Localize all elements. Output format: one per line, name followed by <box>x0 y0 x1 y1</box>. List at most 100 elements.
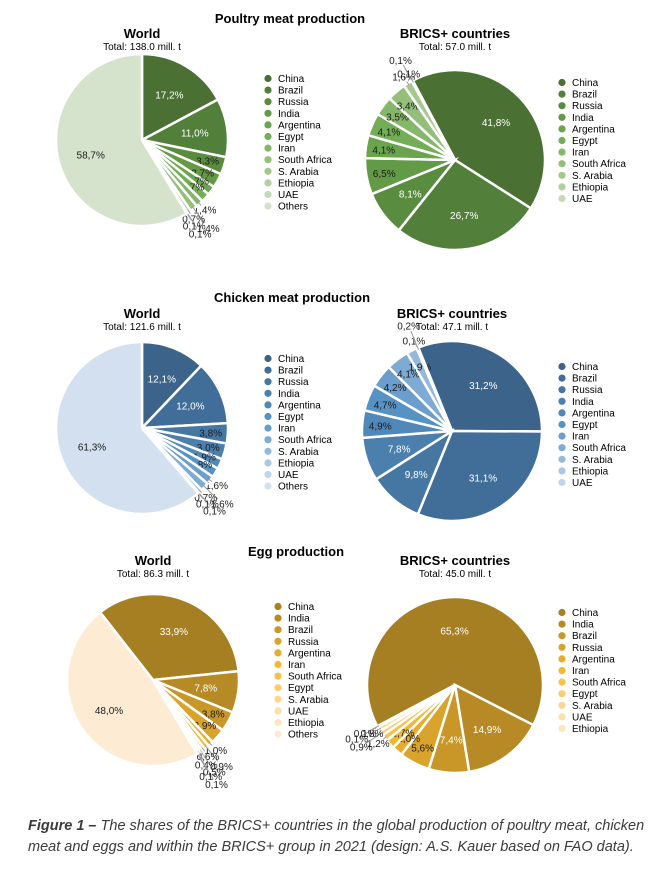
leader-line <box>196 751 214 780</box>
legend-entry: UAE <box>278 470 299 481</box>
slice-label: 58,7% <box>77 150 105 161</box>
legend-entry: Iran <box>278 424 295 435</box>
legend-marker <box>274 707 282 715</box>
leader-line <box>208 478 213 482</box>
slice-label: 1,7% <box>182 182 205 193</box>
legend-marker <box>558 432 566 440</box>
legend-entry: Egypt <box>572 136 598 147</box>
slice-label: 0,1% <box>189 229 212 240</box>
legend-entry: S. Arabia <box>572 701 613 712</box>
chart-subtitle: Total: 45.0 mill. t <box>419 569 491 580</box>
leader-line <box>208 742 213 746</box>
legend-entry: UAE <box>572 194 593 205</box>
legend-marker <box>264 132 272 141</box>
legend-entry: Iran <box>572 148 589 159</box>
legend-marker <box>264 202 272 210</box>
slice-label: 0,1% <box>345 735 368 746</box>
legend-marker <box>264 144 272 152</box>
legend-entry: China <box>278 74 305 85</box>
slice-label: 4,1% <box>397 370 420 381</box>
slice-label: 0,7% <box>182 215 205 226</box>
figure-caption: Figure 1 – The shares of the BRICS+ coun… <box>28 816 658 858</box>
legend-marker <box>274 718 282 727</box>
legend-marker <box>264 354 272 363</box>
slice-label: 1,0% <box>204 746 227 757</box>
leader-line <box>198 489 203 494</box>
slice-label: 2,9% <box>194 721 217 732</box>
legend-entry: S. Arabia <box>278 167 319 178</box>
leader-line <box>376 727 381 731</box>
legend-marker <box>264 167 272 175</box>
leader-line <box>187 209 191 214</box>
slice-label: 0,1% <box>199 772 222 783</box>
legend-marker <box>558 409 566 417</box>
slice-label: 65,3% <box>440 626 468 637</box>
pie-slice-brazil <box>138 363 230 430</box>
legend-marker <box>264 482 272 490</box>
slice-label: 11,0% <box>181 128 209 139</box>
legend-marker <box>558 678 566 686</box>
legend-entry: Others <box>278 202 308 213</box>
legend-entry: Brazil <box>288 625 313 636</box>
legend-entry: Brazil <box>278 366 303 377</box>
legend-entry: Russia <box>278 97 309 108</box>
legend-entry: Argentina <box>572 654 615 665</box>
legend-marker <box>264 378 272 386</box>
slice-label: 0,7% <box>194 493 217 504</box>
leader-line <box>411 78 414 83</box>
legend: ChinaIndiaBrazilRussiaArgentinaIranSouth… <box>558 608 626 735</box>
legend-entry: India <box>572 620 594 631</box>
legend-marker <box>558 183 566 191</box>
legend-marker <box>274 649 282 657</box>
legend: ChinaBrazilRussiaIndiaArgentinaEgyptIran… <box>264 354 332 493</box>
legend-entry: S. Arabia <box>278 447 319 458</box>
slice-label: 3,0% <box>197 443 220 454</box>
legend-entry: Others <box>288 730 318 741</box>
legend-marker <box>558 136 566 145</box>
legend-entry: Brazil <box>278 86 303 97</box>
chart-title: BRICS+ countries <box>397 306 507 321</box>
slice-label: 7,8% <box>388 445 411 456</box>
slice-label: 4,2% <box>384 383 407 394</box>
legend-marker <box>558 620 566 628</box>
legend-entry: S. Arabia <box>572 171 613 182</box>
legend-entry: Ethiopia <box>572 182 609 193</box>
legend-entry: Egypt <box>278 412 304 423</box>
pie-slice-china <box>140 52 220 143</box>
legend-marker <box>274 602 282 611</box>
legend-marker <box>558 125 566 133</box>
legend-entry: Argentina <box>572 408 615 419</box>
legend-marker <box>264 121 272 129</box>
leader-line <box>370 725 380 731</box>
legend-marker <box>264 190 272 199</box>
legend-entry: Brazil <box>572 374 597 385</box>
legend-marker <box>264 156 272 164</box>
leader-line <box>185 211 198 229</box>
legend-entry: Ethiopia <box>278 178 315 189</box>
legend-entry: Argentina <box>288 648 331 659</box>
pie-slice-brazil <box>416 429 544 523</box>
chart-subtitle: Total: 121.6 mill. t <box>103 322 181 333</box>
chart-title: World <box>124 26 161 41</box>
slice-label: 0,9% <box>210 762 233 773</box>
legend-entry: Egypt <box>572 420 598 431</box>
legend-entry: Russia <box>572 643 603 654</box>
legend-entry: China <box>572 362 599 373</box>
legend-entry: Iran <box>572 432 589 443</box>
chart-subtitle: Total: 47.1 mill. t <box>416 322 488 333</box>
legend-entry: UAE <box>278 190 299 201</box>
legend-marker <box>558 608 566 617</box>
legend-marker <box>274 660 282 669</box>
leader-line <box>410 330 419 350</box>
legend-marker <box>558 632 566 640</box>
legend-marker <box>558 701 566 709</box>
legend-entry: South Africa <box>572 159 626 170</box>
pie-slice-others <box>54 340 200 516</box>
slice-label: 0,9% <box>350 742 373 753</box>
slice-label: 0,1% <box>205 780 228 791</box>
